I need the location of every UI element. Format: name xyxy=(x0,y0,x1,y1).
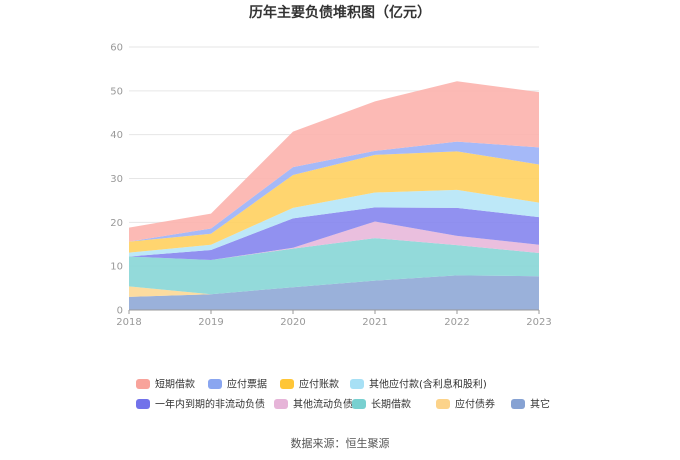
y-tick-label: 10 xyxy=(110,262,123,273)
area-series-1 xyxy=(129,275,539,297)
area-series-2 xyxy=(129,238,539,295)
x-tick-label: 2023 xyxy=(526,317,551,328)
y-tick-label: 30 xyxy=(110,174,123,185)
x-tick-label: 2021 xyxy=(362,317,387,328)
legend-swatch xyxy=(436,399,450,409)
area-series-3 xyxy=(129,221,539,261)
legend-swatch xyxy=(511,399,525,409)
legend-item[interactable]: 其它 xyxy=(511,398,550,411)
axes: 0 10 20 30 40 50 60 2018 2019 2020 2021 2022 2023 xyxy=(110,43,551,329)
legend-item[interactable]: 一年内到期的非流动负债 xyxy=(136,398,265,411)
legend-label: 其它 xyxy=(530,398,550,411)
legend-swatch xyxy=(350,379,364,389)
legend-item[interactable]: 其他流动负债 xyxy=(274,398,353,411)
source-note: 数据来源：恒生聚源 xyxy=(291,436,390,450)
legend-swatch xyxy=(274,399,288,409)
legend-label: 长期借款 xyxy=(371,398,411,411)
area-series-6 xyxy=(129,151,539,253)
legend-item[interactable]: 其他应付款(含利息和股利) xyxy=(350,378,487,391)
legend-label: 应付账款 xyxy=(299,378,339,391)
y-tick-label: 20 xyxy=(110,218,123,229)
x-tick-label: 2020 xyxy=(280,317,305,328)
legend-item[interactable]: 长期借款 xyxy=(352,398,411,411)
area-series-0 xyxy=(129,275,539,310)
legend-swatch xyxy=(136,399,150,409)
area-series-4 xyxy=(129,207,539,261)
legend-label: 应付票据 xyxy=(227,378,267,391)
legend-swatch xyxy=(136,379,150,389)
chart-title: 历年主要负债堆积图（亿元） xyxy=(249,4,431,21)
legend-item[interactable]: 短期借款 xyxy=(136,378,195,391)
legend-swatch xyxy=(352,399,366,409)
area-series-8 xyxy=(129,81,539,242)
legend-swatch xyxy=(280,379,294,389)
legend-label: 其他应付款(含利息和股利) xyxy=(369,378,487,391)
y-tick-label: 0 xyxy=(117,306,123,317)
legend-item[interactable]: 应付债券 xyxy=(436,398,495,411)
legend-label: 应付债券 xyxy=(455,398,495,411)
legend-item[interactable]: 应付票据 xyxy=(208,378,267,391)
legend-item[interactable]: 应付账款 xyxy=(280,378,339,391)
x-tick-label: 2018 xyxy=(116,317,141,328)
legend-swatch xyxy=(208,379,222,389)
y-tick-label: 50 xyxy=(110,86,123,97)
legend-label: 其他流动负债 xyxy=(293,398,353,411)
legend-label: 一年内到期的非流动负债 xyxy=(155,398,265,411)
area-series-5 xyxy=(129,189,539,257)
legend-label: 短期借款 xyxy=(155,378,195,391)
x-tick-label: 2019 xyxy=(198,317,223,328)
area-series xyxy=(129,81,539,310)
x-tick-label: 2022 xyxy=(444,317,469,328)
area-series-7 xyxy=(129,141,539,242)
y-tick-label: 40 xyxy=(110,130,123,141)
legend: 短期借款 应付票据 应付账款 其他应付款(含利息和股利) 一年内到期的非流动负债 其他流动… xyxy=(136,378,550,411)
y-tick-label: 60 xyxy=(110,43,123,54)
